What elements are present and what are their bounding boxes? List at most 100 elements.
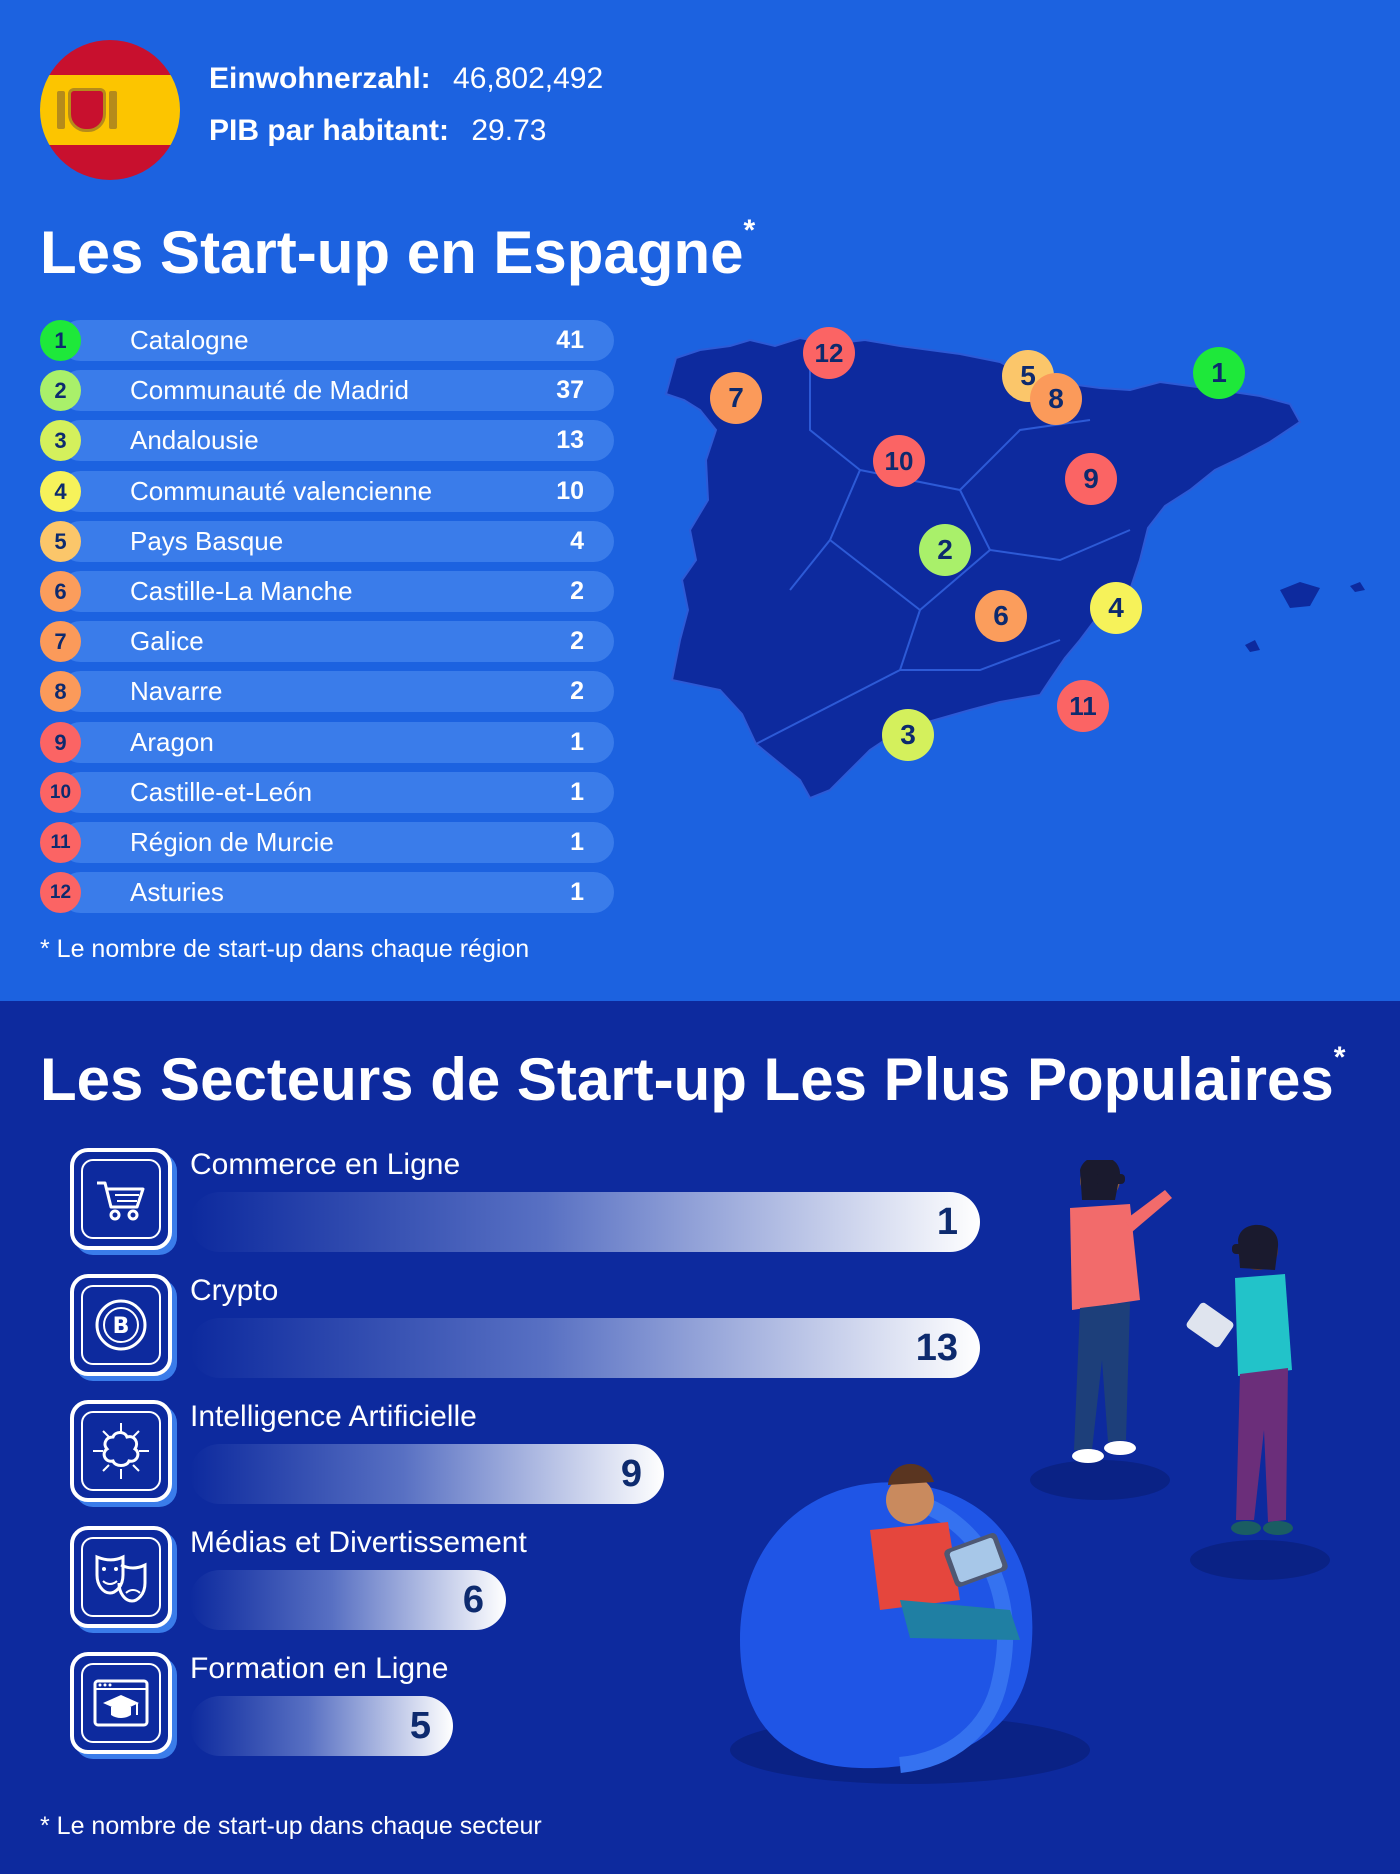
region-name: Navarre — [130, 676, 223, 707]
region-rank-badge: 11 — [40, 822, 81, 863]
region-row-bar: Castille-et-León 1 — [60, 771, 614, 813]
region-count: 1 — [570, 878, 584, 907]
sector-value: 9 — [620, 1453, 642, 1495]
region-count: 4 — [570, 526, 584, 555]
graduation-cap-icon — [70, 1652, 172, 1754]
region-count: 37 — [556, 376, 584, 405]
sector-value: 1 — [936, 1201, 958, 1243]
region-row: Communauté valencienne 10 4 — [40, 470, 614, 512]
regions-footnote: * Le nombre de start-up dans chaque régi… — [40, 935, 530, 963]
sector-label: Médias et Divertissement — [190, 1526, 527, 1559]
shopping-cart-icon — [70, 1148, 172, 1250]
sectors-title: Les Secteurs de Start-up Les Plus Popula… — [40, 1041, 1346, 1113]
region-name: Pays Basque — [130, 525, 284, 556]
spain-flag-icon — [40, 40, 180, 180]
region-count: 2 — [570, 677, 584, 706]
region-count: 2 — [570, 627, 584, 656]
bitcoin-icon: B — [70, 1274, 172, 1376]
population-label: Einwohnerzahl: — [209, 62, 431, 95]
region-rank-badge: 7 — [40, 621, 81, 663]
region-row-bar: Aragon 1 — [60, 721, 614, 763]
map-marker-4: 4 — [1090, 582, 1142, 634]
region-name: Andalousie — [130, 425, 259, 456]
sector-row: Commerce en Ligne 1 — [70, 1148, 980, 1252]
region-rank-badge: 4 — [40, 470, 81, 512]
region-row: Navarre 2 8 — [40, 671, 614, 713]
sector-label: Intelligence Artificielle — [190, 1400, 477, 1433]
sector-label: Formation en Ligne — [190, 1652, 449, 1685]
region-row: Galice 2 7 — [40, 621, 614, 663]
region-rank-badge: 6 — [40, 571, 81, 612]
region-row: Asturies 1 12 — [40, 872, 614, 914]
sector-bar: 6 — [190, 1570, 506, 1630]
region-rank-badge: 9 — [40, 721, 81, 763]
sector-row: Médias et Divertissement 6 — [70, 1526, 970, 1630]
map-marker-6: 6 — [975, 590, 1027, 642]
region-row-bar: Communauté valencienne 10 — [60, 470, 614, 512]
region-row: Pays Basque 4 5 — [40, 520, 614, 562]
region-row-bar: Communauté de Madrid 37 — [60, 370, 614, 412]
gdp-stat: PIB par habitant: 29.73 — [209, 114, 546, 148]
region-count: 1 — [570, 777, 584, 806]
sector-label: Crypto — [190, 1274, 279, 1307]
spain-map: 1 2 3 4 5 6 7 8 9 10 11 12 — [660, 310, 1380, 850]
map-marker-9: 9 — [1065, 453, 1117, 505]
region-name: Castille-La Manche — [130, 576, 353, 606]
map-marker-12: 12 — [803, 327, 855, 379]
region-row-bar: Catalogne 41 — [60, 320, 614, 361]
region-count: 1 — [570, 727, 584, 756]
map-marker-8: 8 — [1030, 373, 1082, 425]
region-row-bar: Navarre 2 — [60, 671, 614, 713]
theater-masks-icon — [70, 1526, 172, 1628]
region-row: Castille-La Manche 2 6 — [40, 571, 614, 612]
region-count: 41 — [556, 326, 584, 354]
sector-row: B Crypto 13 — [70, 1274, 980, 1378]
region-rank-badge: 12 — [40, 872, 81, 914]
region-row-bar: Castille-La Manche 2 — [60, 571, 614, 612]
region-name: Communauté de Madrid — [130, 375, 409, 406]
region-rank-badge: 3 — [40, 420, 81, 462]
region-rank-badge: 2 — [40, 370, 81, 412]
region-count: 13 — [556, 426, 584, 455]
gdp-label: PIB par habitant: — [209, 114, 450, 147]
region-name: Région de Murcie — [130, 827, 334, 857]
region-rank-badge: 5 — [40, 520, 81, 562]
sector-bar: 9 — [190, 1444, 664, 1504]
region-row: Castille-et-León 1 10 — [40, 771, 614, 813]
population-stat: Einwohnerzahl: 46,802,492 — [209, 62, 603, 96]
map-marker-11: 11 — [1057, 680, 1109, 732]
sector-bar: 5 — [190, 1696, 453, 1756]
region-count: 2 — [570, 577, 584, 605]
sector-value: 5 — [409, 1705, 431, 1747]
region-row-bar: Asturies 1 — [60, 872, 614, 914]
map-marker-3: 3 — [882, 709, 934, 761]
region-name: Aragon — [130, 726, 214, 757]
svg-text:B: B — [113, 1314, 130, 1339]
map-marker-2: 2 — [919, 524, 971, 576]
region-row: Catalogne 41 1 — [40, 320, 614, 361]
people-illustration — [720, 1156, 1370, 1820]
region-rank-badge: 8 — [40, 671, 81, 713]
region-count: 1 — [570, 828, 584, 856]
sector-value: 6 — [462, 1579, 484, 1621]
region-name: Castille-et-León — [130, 776, 313, 807]
region-row-bar: Région de Murcie 1 — [60, 822, 614, 863]
startups-title: Les Start-up en Espagne* — [40, 214, 756, 286]
map-marker-10: 10 — [873, 435, 925, 487]
gdp-value: 29.73 — [471, 114, 547, 147]
region-rank-badge: 1 — [40, 320, 81, 361]
region-name: Galice — [130, 626, 204, 657]
sector-value: 13 — [915, 1327, 958, 1369]
sector-bar: 1 — [190, 1192, 980, 1252]
region-row: Aragon 1 9 — [40, 721, 614, 763]
region-row: Région de Murcie 1 11 — [40, 822, 614, 863]
region-name: Asturies — [130, 877, 224, 908]
region-row-bar: Galice 2 — [60, 621, 614, 663]
sector-label: Commerce en Ligne — [190, 1148, 461, 1181]
sector-bar: 13 — [190, 1318, 980, 1378]
regions-section: Einwohnerzahl: 46,802,492 PIB par habita… — [0, 0, 1400, 1001]
region-row: Communauté de Madrid 37 2 — [40, 370, 614, 412]
ai-chip-icon — [70, 1400, 172, 1502]
region-row: Andalousie 13 3 — [40, 420, 614, 462]
region-row-bar: Pays Basque 4 — [60, 520, 614, 562]
